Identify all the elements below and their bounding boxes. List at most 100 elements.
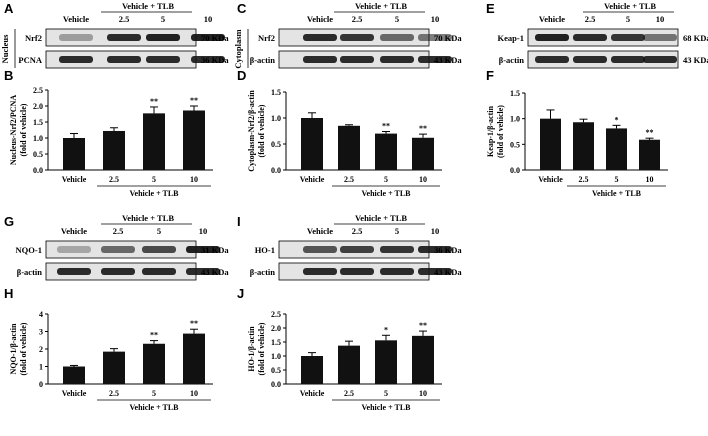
bar-chart-h: 0 1 2 3 4 NQO-1/β-actin (fold of vehicle) Vehic… (9, 310, 213, 412)
panel-letter-f: F (486, 68, 494, 83)
blot-lane-label: 10 (431, 14, 440, 24)
blot-kda-label: 36 KDa (201, 55, 229, 65)
blot-band (303, 246, 337, 253)
bar (573, 122, 594, 170)
y-tick-label: 2.5 (33, 86, 43, 95)
blot-side-label: Cytoplasm (233, 29, 243, 68)
panel-letter-d: D (237, 68, 246, 83)
blot-lane-label: Vehicle (63, 14, 89, 24)
bar-chart-f: 0.0 0.5 1.0 1.5 Keap-1/β-actin (fold of vehic… (486, 89, 668, 198)
bar (143, 343, 165, 384)
x-tick-label: 2.5 (109, 175, 119, 184)
blot-band (611, 34, 645, 41)
blot-band (107, 34, 141, 41)
bar (103, 130, 125, 170)
blot-g: Vehicle + TLB Vehicle 2.5 5 10 NQO-1 31 KDa β-a… (16, 213, 229, 281)
blot-band (142, 246, 176, 253)
blot-band (380, 246, 414, 253)
group-label: Vehicle + TLB (129, 403, 179, 412)
y-axis-label: NQO-1/β-actin (9, 323, 18, 374)
blot-lane-label: Vehicle (61, 226, 87, 236)
blot-protein-label: β-actin (499, 55, 525, 65)
blot-group-label: Vehicle + TLB (122, 213, 174, 223)
x-tick-label: 10 (419, 175, 427, 184)
blot-band (643, 56, 677, 63)
significance-mark: ** (419, 124, 427, 133)
group-label: Vehicle + TLB (592, 189, 642, 198)
y-tick-label: 1.5 (271, 88, 281, 97)
blot-band (146, 56, 180, 63)
y-tick-label: 0.0 (271, 380, 281, 389)
blot-band (101, 246, 135, 253)
x-tick-label: Vehicle (62, 175, 87, 184)
blot-lane-label: Vehicle (307, 226, 333, 236)
blot-kda-label: 43 KDa (683, 55, 708, 65)
x-tick-label: Vehicle (62, 389, 87, 398)
significance-mark: ** (419, 321, 427, 330)
x-tick-label: 5 (384, 175, 388, 184)
bar (103, 351, 125, 384)
blot-kda-label: 43 KDa (434, 55, 462, 65)
blot-band (303, 56, 337, 63)
significance-mark: * (615, 115, 619, 124)
y-axis-label: Keap-1/β-actin (486, 106, 495, 157)
significance-mark: ** (190, 319, 198, 328)
significance-mark: * (384, 325, 388, 334)
y-tick-label: 0.5 (271, 140, 281, 149)
significance-mark: ** (150, 97, 158, 106)
x-tick-label: 5 (384, 389, 388, 398)
bar (183, 333, 205, 384)
bar (540, 118, 561, 170)
bar (63, 366, 85, 384)
blot-band (418, 56, 452, 63)
panel-letter-a: A (4, 1, 14, 16)
x-tick-label: Vehicle (300, 389, 325, 398)
x-tick-label: Vehicle (538, 175, 563, 184)
blot-protein-label: Keap-1 (498, 33, 524, 43)
bar (375, 340, 397, 384)
significance-mark: ** (190, 96, 198, 105)
x-tick-label: 2.5 (109, 389, 119, 398)
y-tick-label: 0.5 (510, 140, 520, 149)
y-tick-label: 1.0 (510, 115, 520, 124)
blot-kda-label: 43 KDa (434, 267, 462, 277)
y-tick-label: 1.0 (271, 114, 281, 123)
blot-lane-label: 5 (395, 14, 399, 24)
blot-lane-label: 5 (157, 226, 161, 236)
x-tick-label: 5 (615, 175, 619, 184)
y-tick-label: 4 (39, 310, 43, 319)
blot-protein-label: NQO-1 (16, 245, 42, 255)
group-label: Vehicle + TLB (129, 189, 179, 198)
blot-kda-label: 36 KDa (434, 245, 462, 255)
blot-group-label: Vehicle + TLB (355, 213, 407, 223)
blot-lane-label: 10 (199, 226, 208, 236)
blot-band (57, 246, 91, 253)
x-tick-label: 5 (152, 175, 156, 184)
y-tick-label: 1.0 (33, 134, 43, 143)
y-axis-label: HO-1/β-actin (247, 326, 256, 372)
bar (338, 125, 360, 170)
x-tick-label: 5 (152, 389, 156, 398)
panel-letter-h: H (4, 286, 13, 301)
blot-band (186, 268, 220, 275)
y-axis-label: Nucleus-Nrf2/PCNA (9, 95, 18, 165)
x-tick-label: 10 (190, 389, 198, 398)
y-tick-label: 2.5 (271, 310, 281, 319)
blot-group-label: Vehicle + TLB (355, 1, 407, 11)
y-tick-label: 0.0 (33, 166, 43, 175)
panel-letter-b: B (4, 68, 13, 83)
blot-protein-label: Nrf2 (258, 33, 275, 43)
panel-letter-g: G (4, 214, 14, 229)
blot-band (303, 34, 337, 41)
panel-letter-i: I (237, 214, 241, 229)
blot-band (191, 56, 225, 63)
bar (183, 110, 205, 170)
blot-e: Vehicle + TLB Vehicle 2.5 5 10 Keap-1 68 KDa β-… (498, 1, 708, 69)
blot-lane-label: 2.5 (113, 226, 124, 236)
panel-letter-e: E (486, 1, 495, 16)
blot-protein-label: HO-1 (255, 245, 275, 255)
blot-protein-label: Nrf2 (25, 33, 42, 43)
x-tick-label: 2.5 (344, 389, 354, 398)
blot-band (340, 268, 374, 275)
